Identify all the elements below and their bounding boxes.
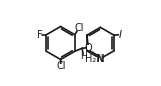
Text: I: I xyxy=(118,30,122,40)
Bar xyxy=(119,33,121,37)
Bar xyxy=(99,56,102,61)
Text: H₂N: H₂N xyxy=(85,54,104,64)
Text: Cl: Cl xyxy=(56,61,66,71)
Text: H: H xyxy=(80,52,86,61)
Text: O: O xyxy=(85,43,92,53)
Text: N: N xyxy=(96,54,104,64)
Bar xyxy=(87,45,90,50)
Bar xyxy=(91,57,98,61)
Bar xyxy=(38,33,41,37)
Text: Cl: Cl xyxy=(75,23,84,33)
Bar xyxy=(82,55,84,58)
Bar xyxy=(58,64,63,69)
Text: F: F xyxy=(37,30,43,40)
Bar xyxy=(77,26,82,31)
